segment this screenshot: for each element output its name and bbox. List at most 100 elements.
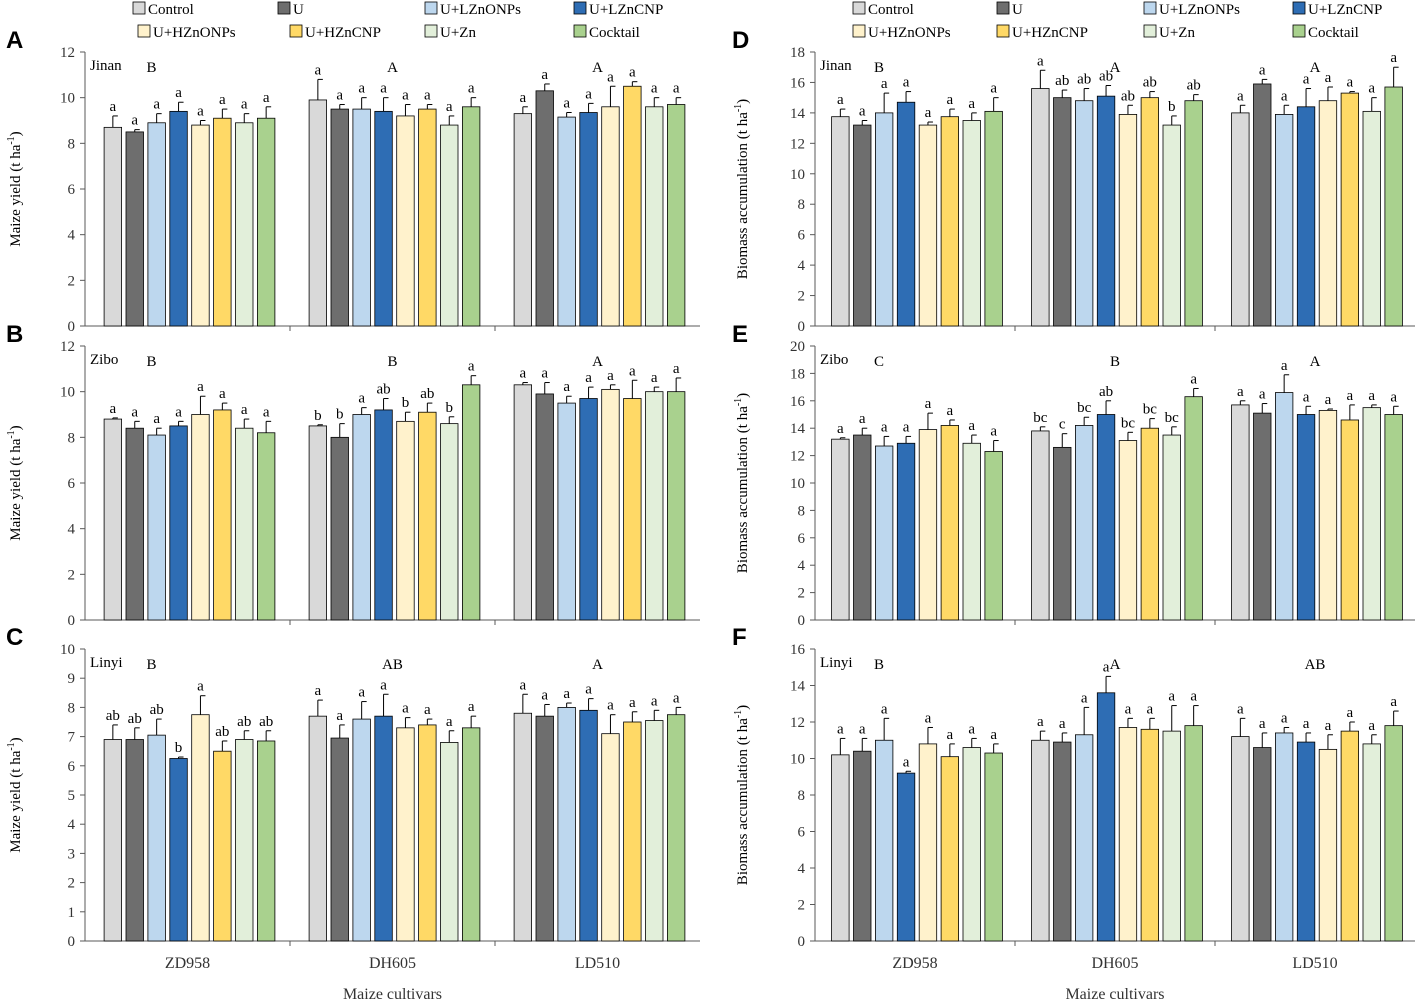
- chart-panel-F: F 0 2 4 6 8 10 12 14 16 Biomass accumulation (t ha…: [732, 624, 1415, 1001]
- panel-letter: A: [6, 27, 23, 54]
- legend-label: Cocktail: [589, 25, 640, 41]
- bar: [962, 747, 981, 942]
- bar-letter: a: [131, 404, 138, 420]
- bar-letter: a: [1281, 358, 1288, 374]
- bar: [896, 442, 916, 621]
- legend-item: U+HZnONPs: [137, 24, 236, 41]
- bar: [1318, 100, 1338, 327]
- bar-letter: ab: [1121, 88, 1135, 104]
- bar: [875, 739, 894, 942]
- bar: [1340, 92, 1359, 327]
- bar-letter: ab: [106, 708, 120, 724]
- bar-letter: a: [1190, 371, 1197, 387]
- bar: [831, 754, 850, 942]
- bar-letter: a: [197, 104, 204, 120]
- bar: [1184, 725, 1203, 942]
- bar: [169, 110, 188, 327]
- x-tick-label: DH605: [1091, 955, 1138, 972]
- bar-letter: a: [585, 370, 592, 386]
- legend-item: U+LZnCNP: [1292, 1, 1382, 18]
- bar: [256, 117, 276, 327]
- bar: [1031, 430, 1050, 621]
- bar: [308, 715, 328, 942]
- bar: [330, 436, 349, 621]
- bar-letter: a: [947, 727, 954, 743]
- legend-label: U+Zn: [1159, 25, 1195, 41]
- bar: [374, 715, 393, 942]
- y-tick-label: 0: [798, 613, 806, 629]
- bar: [147, 122, 166, 327]
- bar-letter: a: [541, 67, 548, 83]
- bar-letter: bc: [1165, 410, 1180, 426]
- group-letter: B: [146, 60, 156, 76]
- legend-item: U+LZnONPs: [1143, 1, 1240, 18]
- bar-letter: a: [520, 366, 527, 382]
- bar-letter: a: [1168, 689, 1175, 705]
- bar: [330, 108, 349, 327]
- bar-letter: bc: [1143, 402, 1158, 418]
- bar: [1075, 425, 1094, 621]
- bar: [940, 116, 959, 327]
- legend-swatch: [137, 24, 151, 38]
- legend: Control U U+LZnONPs U+LZnCNP U+HZnONPs U+HZnC…: [852, 1, 1382, 41]
- y-tick-label: 20: [790, 339, 805, 355]
- bar-letter: b: [1168, 99, 1176, 115]
- bar: [374, 110, 393, 327]
- legend-swatch: [996, 24, 1010, 38]
- y-tick-label: 16: [790, 75, 806, 91]
- x-axis-title: Maize cultivars: [343, 986, 442, 1001]
- bar: [940, 425, 959, 621]
- site-label: Zibo: [820, 352, 848, 368]
- y-tick-label: 4: [68, 522, 76, 538]
- y-tick-label: 6: [68, 476, 76, 492]
- bar-letter: a: [1303, 72, 1310, 88]
- bar-letter: a: [990, 424, 997, 440]
- bar: [352, 108, 371, 327]
- bar: [1140, 97, 1159, 327]
- y-tick-label: 14: [790, 679, 806, 695]
- bar: [1296, 741, 1316, 942]
- y-tick-label: 12: [790, 715, 805, 731]
- bar-letter: a: [673, 81, 680, 97]
- bar-letter: a: [315, 62, 322, 78]
- bar-letter: a: [468, 699, 475, 715]
- chart-panel-C: C 0 1 2 3 4 5 6 7 8 9 10 Maize yield (t ha-1) Linyi Ba…: [6, 624, 700, 1001]
- bar-letter: a: [673, 361, 680, 377]
- bar: [235, 739, 254, 942]
- bar-letter: a: [402, 88, 409, 104]
- bar: [1053, 446, 1072, 621]
- bar: [1318, 748, 1338, 942]
- y-tick-label: 2: [68, 273, 76, 289]
- bar: [440, 742, 459, 942]
- bar: [418, 411, 437, 621]
- bar-letter: a: [837, 421, 844, 437]
- bar-letter: a: [673, 690, 680, 706]
- panel-letter: C: [6, 624, 23, 651]
- bar-letter: ab: [1143, 75, 1157, 91]
- legend-swatch: [132, 1, 146, 15]
- bar-letter: a: [859, 721, 866, 737]
- bar-letter: a: [358, 685, 365, 701]
- bar-letter: a: [629, 65, 636, 81]
- bar: [1362, 743, 1381, 942]
- legend-label: U+HZnONPs: [153, 25, 236, 41]
- bar-letter: a: [881, 701, 888, 717]
- bar-letter: a: [1081, 690, 1088, 706]
- bar: [308, 425, 328, 621]
- bar: [330, 737, 349, 942]
- bar-letter: a: [1325, 70, 1332, 86]
- bar: [1253, 412, 1272, 621]
- bar: [308, 99, 328, 327]
- y-tick-label: 8: [68, 700, 76, 716]
- bar-letter: a: [1281, 88, 1288, 104]
- group-letter: A: [592, 354, 603, 370]
- y-tick-label: 0: [798, 934, 806, 950]
- bar: [1362, 407, 1381, 621]
- bar: [1275, 732, 1294, 942]
- legend-label: U+LZnONPs: [440, 2, 521, 18]
- legend-label: U+HZnCNP: [1012, 25, 1088, 41]
- bar-letter: a: [1347, 705, 1354, 721]
- bar-letter: a: [110, 99, 117, 115]
